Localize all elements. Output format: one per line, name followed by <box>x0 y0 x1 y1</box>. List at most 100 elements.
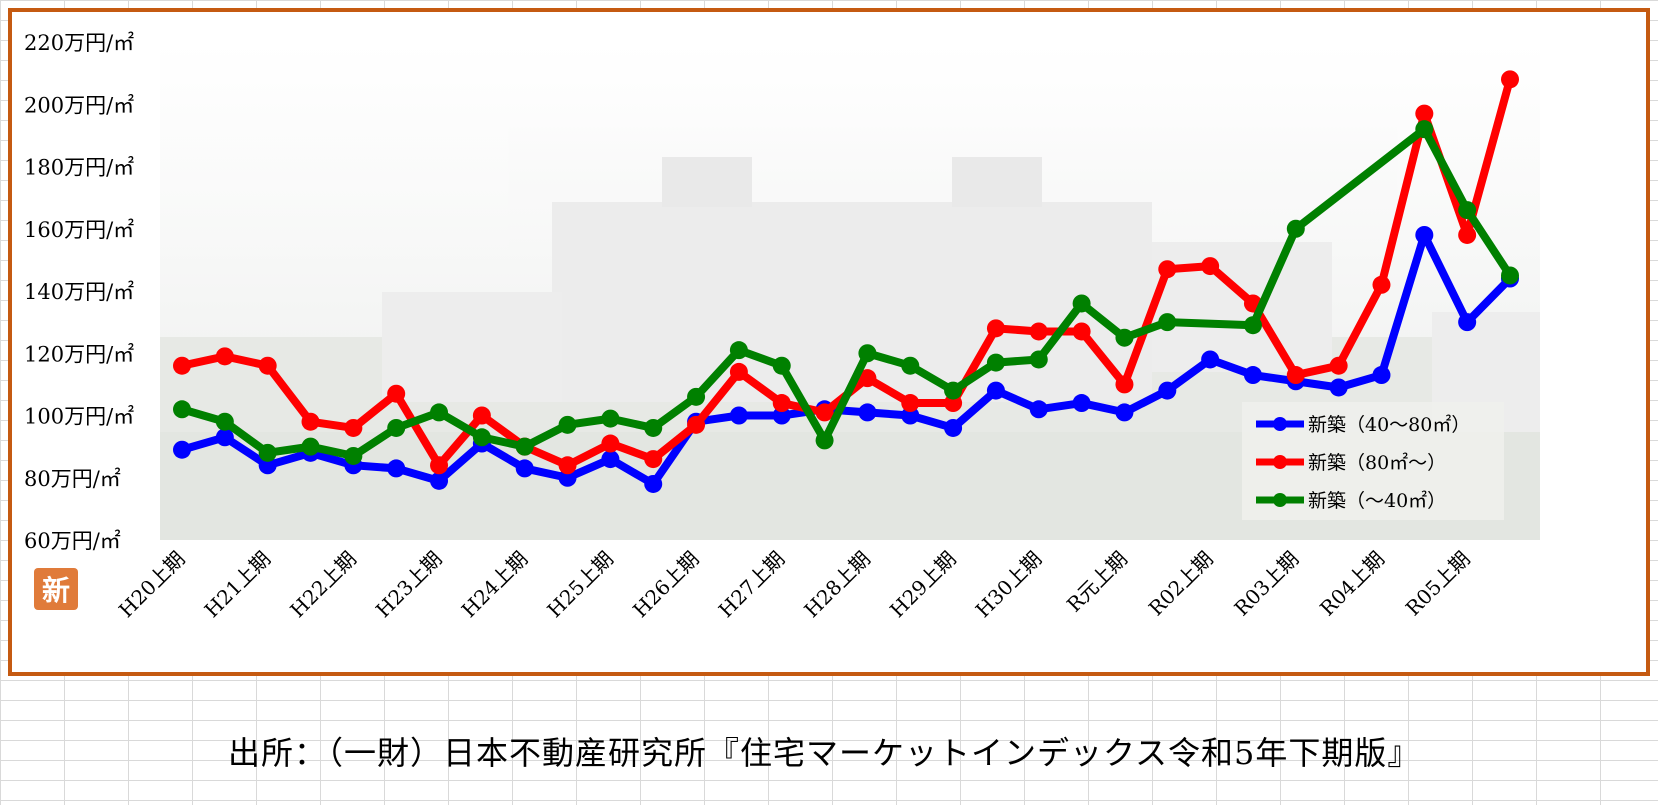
y-tick-label: 140万円/㎡ <box>24 280 134 304</box>
data-point <box>644 450 663 469</box>
data-point <box>815 403 834 422</box>
x-tick-label: H24上期 <box>457 547 533 623</box>
legend-swatch-marker <box>1273 417 1287 431</box>
data-point <box>901 356 920 375</box>
data-point <box>1201 257 1220 276</box>
line-chart: 60万円/㎡ 80万円/㎡ 100万円/㎡ 120万円/㎡ 140万円/㎡ 160万円/㎡… <box>24 31 1540 623</box>
y-tick-label: 180万円/㎡ <box>24 156 134 180</box>
data-point <box>558 468 577 487</box>
y-tick-label: 200万円/㎡ <box>24 93 134 117</box>
data-point <box>901 394 920 413</box>
data-point <box>1072 322 1091 341</box>
x-tick-label: H28上期 <box>799 547 875 623</box>
data-point <box>558 415 577 434</box>
y-tick-label: 160万円/㎡ <box>24 218 134 242</box>
data-point <box>515 459 534 478</box>
data-point <box>1286 366 1305 385</box>
x-tick-label: H21上期 <box>200 547 276 623</box>
data-point <box>1243 316 1262 335</box>
series-3 <box>173 120 1519 465</box>
y-tick-label: 60万円/㎡ <box>24 529 121 553</box>
data-point <box>173 400 191 419</box>
data-point <box>258 456 277 475</box>
x-tick-label: R02上期 <box>1144 547 1218 621</box>
data-point <box>772 394 791 413</box>
data-point <box>687 387 706 406</box>
data-point <box>215 428 234 447</box>
series-layer <box>173 70 1519 493</box>
data-point <box>944 394 963 413</box>
data-point <box>215 412 234 431</box>
data-point <box>258 443 277 462</box>
data-point <box>215 347 234 366</box>
data-point <box>644 418 663 437</box>
data-point <box>558 456 577 475</box>
data-point <box>1458 313 1477 332</box>
data-point <box>515 437 534 456</box>
x-tick-label: R元上期 <box>1062 547 1132 617</box>
data-point <box>1458 201 1477 220</box>
y-axis: 60万円/㎡ 80万円/㎡ 100万円/㎡ 120万円/㎡ 140万円/㎡ 160万円/㎡… <box>24 31 134 553</box>
data-point <box>430 456 449 475</box>
legend-label: 新築（80㎡～） <box>1308 451 1446 474</box>
data-point <box>258 356 277 375</box>
data-point <box>387 459 406 478</box>
legend-swatch-marker <box>1273 455 1287 469</box>
data-point <box>729 406 748 425</box>
x-tick-label: H20上期 <box>114 547 190 623</box>
new-badge-text: 新 <box>42 574 70 607</box>
data-point <box>1501 70 1519 89</box>
y-tick-label: 80万円/㎡ <box>24 467 121 491</box>
data-point <box>944 381 963 400</box>
data-point <box>1329 356 1348 375</box>
legend-label: 新築（～40㎡） <box>1308 489 1446 512</box>
data-point <box>1158 313 1177 332</box>
x-tick-label: H26上期 <box>628 547 704 623</box>
legend-swatch-marker <box>1273 493 1287 507</box>
data-point <box>601 409 620 428</box>
data-point <box>1243 366 1262 385</box>
x-tick-label: R04上期 <box>1315 547 1389 621</box>
data-point <box>1158 260 1177 279</box>
data-point <box>1372 366 1391 385</box>
data-point <box>301 412 320 431</box>
data-point <box>1115 375 1134 394</box>
data-point <box>1415 120 1434 139</box>
legend-label: 新築（40～80㎡） <box>1308 413 1470 436</box>
data-point <box>1329 378 1348 397</box>
data-point <box>1029 350 1048 369</box>
data-point <box>430 403 449 422</box>
y-tick-label: 220万円/㎡ <box>24 31 134 55</box>
data-point <box>1072 394 1091 413</box>
data-point <box>901 406 920 425</box>
data-point <box>1115 403 1134 422</box>
data-point <box>387 418 406 437</box>
x-tick-label: H27上期 <box>714 547 790 623</box>
x-tick-label: H30上期 <box>971 547 1047 623</box>
data-point <box>430 471 449 490</box>
data-point <box>1115 328 1134 347</box>
x-tick-label: H25上期 <box>542 547 618 623</box>
data-point <box>1201 350 1220 369</box>
data-point <box>858 369 877 388</box>
data-point <box>601 450 620 469</box>
data-point <box>944 418 963 437</box>
x-tick-label: H22上期 <box>285 547 361 623</box>
data-point <box>1029 322 1048 341</box>
data-point <box>1415 225 1434 244</box>
new-badge: 新 <box>34 568 78 610</box>
data-point <box>1286 219 1305 238</box>
data-point <box>1415 104 1434 123</box>
data-point <box>601 434 620 453</box>
data-point <box>173 356 191 375</box>
chart-frame: 60万円/㎡ 80万円/㎡ 100万円/㎡ 120万円/㎡ 140万円/㎡ 160万円/㎡… <box>8 8 1650 676</box>
data-point <box>729 362 748 381</box>
data-point <box>986 353 1005 372</box>
data-point <box>1501 266 1519 285</box>
data-point <box>986 381 1005 400</box>
y-tick-label: 120万円/㎡ <box>24 342 134 366</box>
data-point <box>1372 275 1391 294</box>
data-point <box>772 406 791 425</box>
data-point <box>1158 381 1177 400</box>
data-point <box>815 431 834 450</box>
